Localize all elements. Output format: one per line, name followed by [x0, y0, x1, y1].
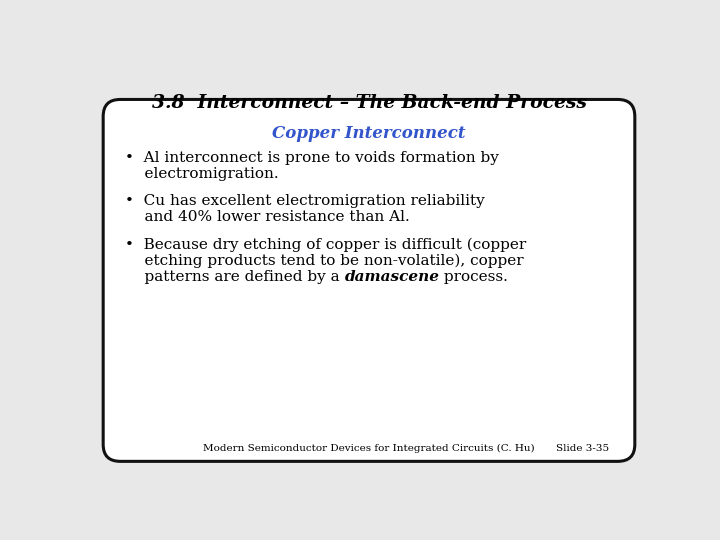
Text: 3.8  Interconnect – The Back-end Process: 3.8 Interconnect – The Back-end Process	[152, 94, 586, 112]
Text: and 40% lower resistance than Al.: and 40% lower resistance than Al.	[125, 211, 410, 224]
FancyBboxPatch shape	[103, 99, 635, 461]
Text: process.: process.	[439, 269, 508, 284]
Text: Slide 3-35: Slide 3-35	[556, 444, 609, 453]
Text: Modern Semiconductor Devices for Integrated Circuits (C. Hu): Modern Semiconductor Devices for Integra…	[203, 444, 535, 453]
Text: patterns are defined by a: patterns are defined by a	[125, 269, 344, 284]
Text: •  Because dry etching of copper is difficult (copper: • Because dry etching of copper is diffi…	[125, 237, 526, 252]
Text: electromigration.: electromigration.	[125, 167, 279, 181]
Text: etching products tend to be non-volatile), copper: etching products tend to be non-volatile…	[125, 253, 523, 268]
Text: damascene: damascene	[344, 269, 439, 284]
Text: •  Cu has excellent electromigration reliability: • Cu has excellent electromigration reli…	[125, 194, 485, 208]
Text: •  Al interconnect is prone to voids formation by: • Al interconnect is prone to voids form…	[125, 151, 499, 165]
Text: Copper Interconnect: Copper Interconnect	[272, 125, 466, 142]
